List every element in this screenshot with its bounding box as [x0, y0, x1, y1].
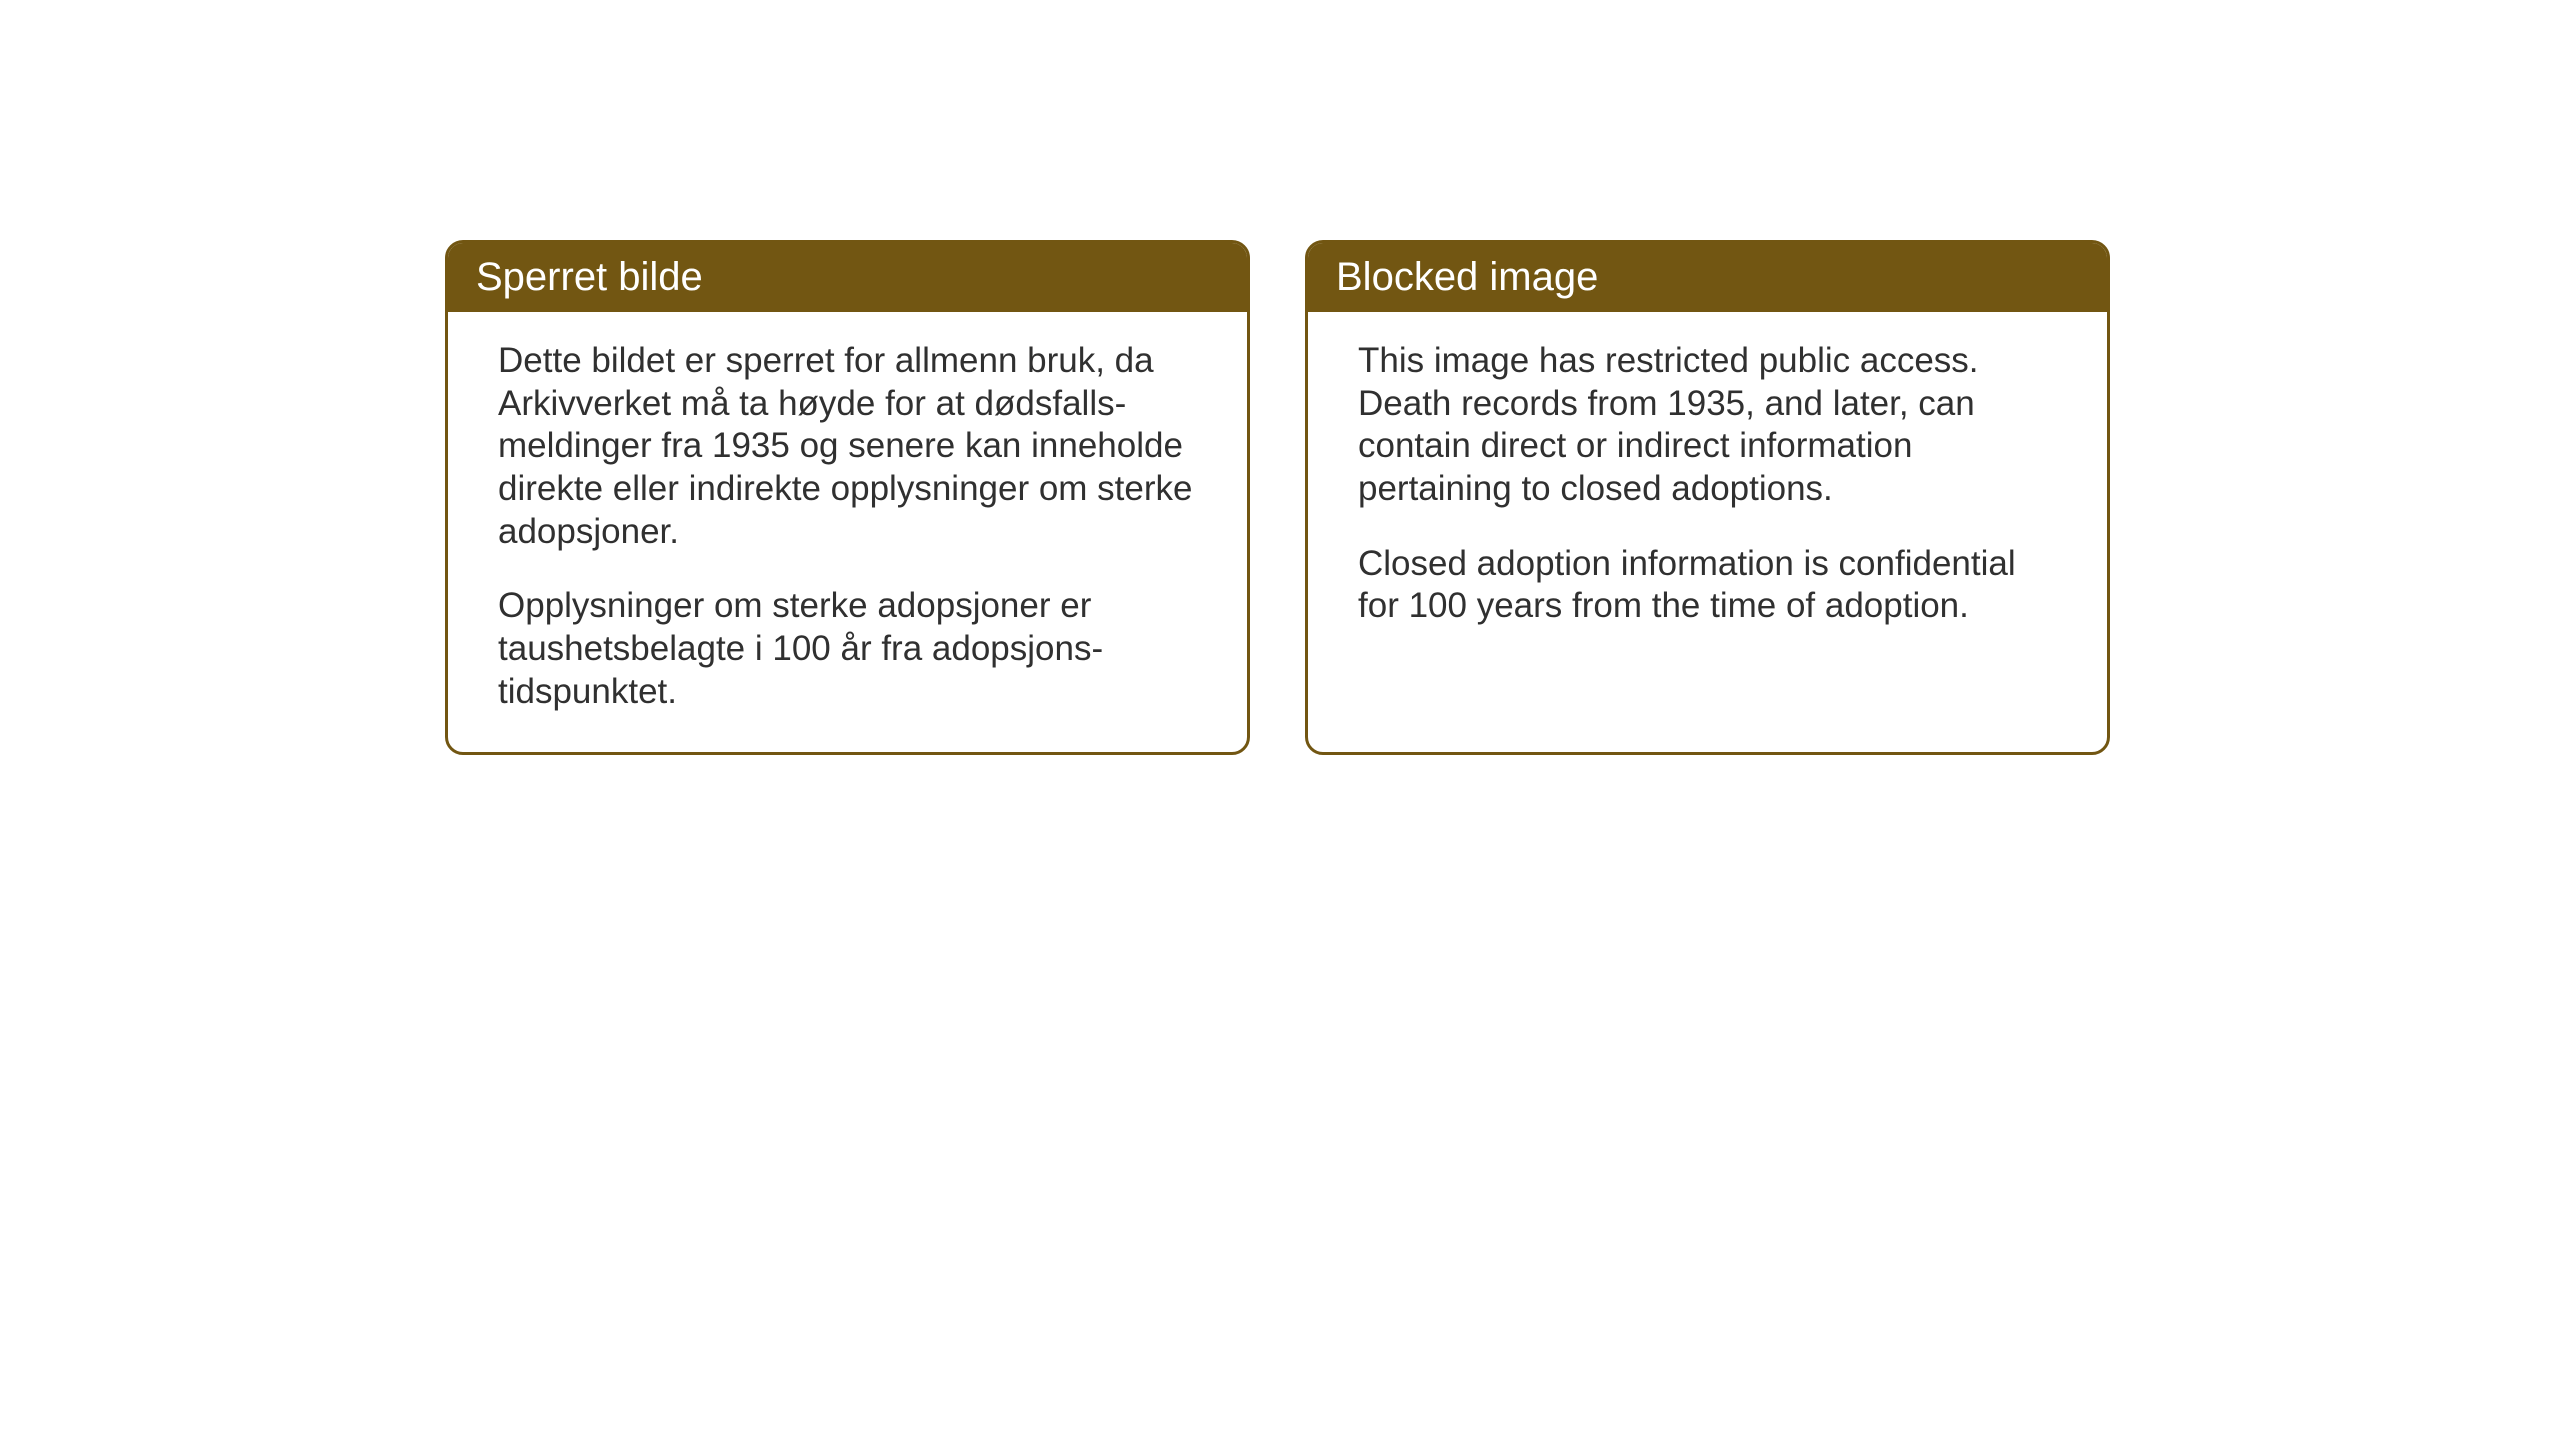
card-title-english: Blocked image: [1336, 255, 1598, 299]
card-body-english: This image has restricted public access.…: [1308, 312, 2107, 713]
card-paragraph1-norwegian: Dette bildet er sperret for allmenn bruk…: [498, 340, 1197, 553]
card-paragraph2-norwegian: Opplysninger om sterke adopsjoner er tau…: [498, 585, 1197, 713]
card-header-english: Blocked image: [1308, 243, 2107, 312]
card-body-norwegian: Dette bildet er sperret for allmenn bruk…: [448, 312, 1247, 752]
card-paragraph2-english: Closed adoption information is confident…: [1358, 543, 2057, 628]
card-title-norwegian: Sperret bilde: [476, 255, 703, 299]
card-english: Blocked image This image has restricted …: [1305, 240, 2110, 755]
cards-container: Sperret bilde Dette bildet er sperret fo…: [445, 240, 2110, 755]
card-norwegian: Sperret bilde Dette bildet er sperret fo…: [445, 240, 1250, 755]
card-header-norwegian: Sperret bilde: [448, 243, 1247, 312]
card-paragraph1-english: This image has restricted public access.…: [1358, 340, 2057, 511]
